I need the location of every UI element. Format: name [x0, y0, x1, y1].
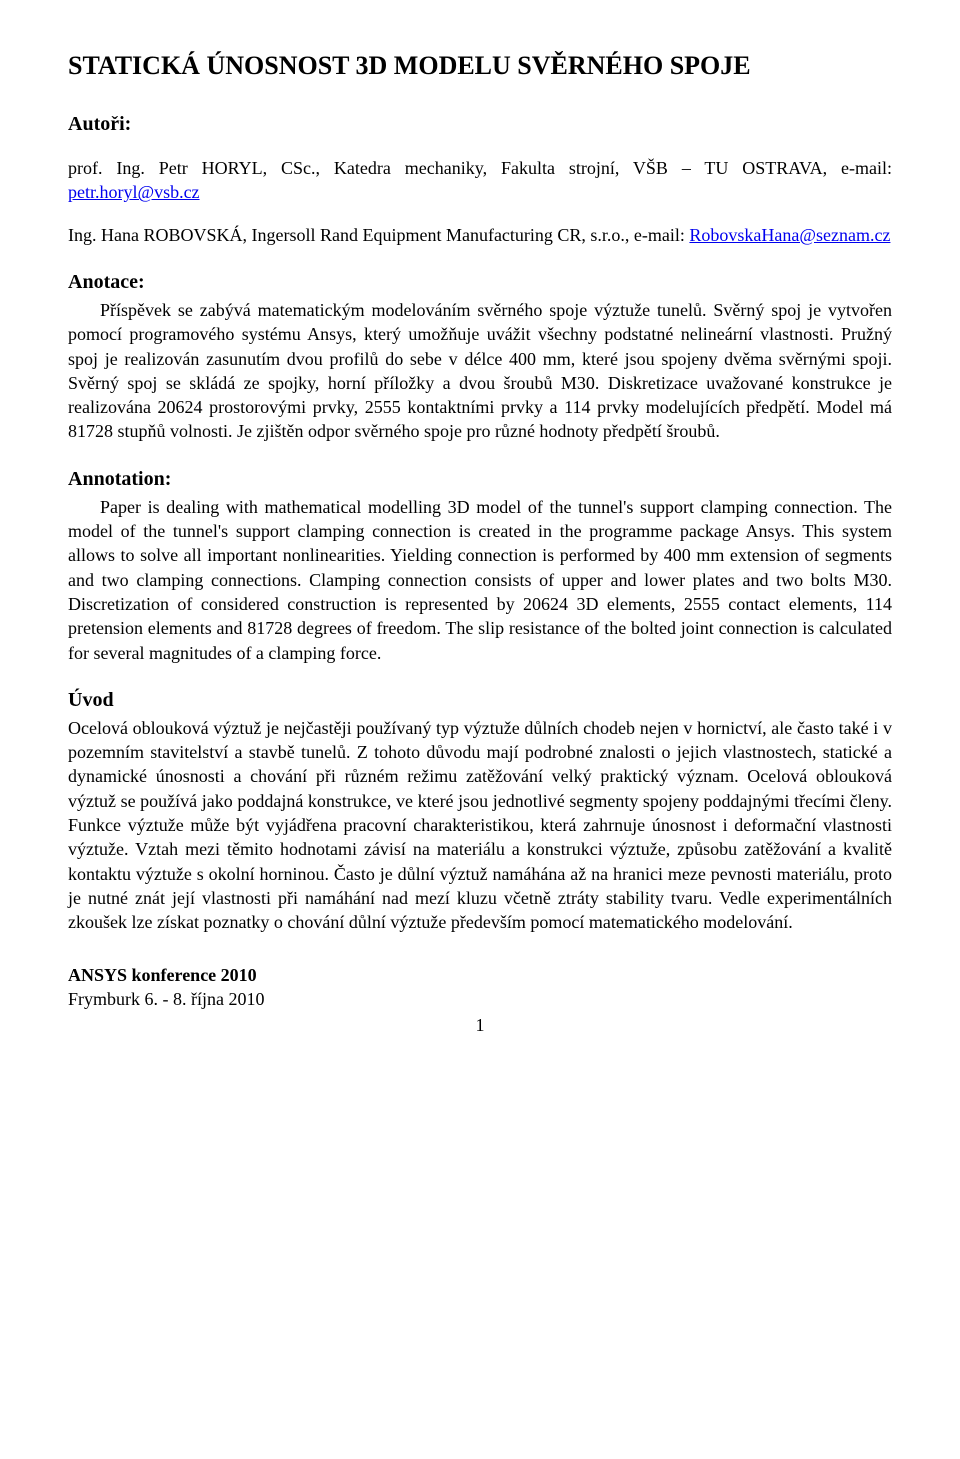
author-2: Ing. Hana ROBOVSKÁ, Ingersoll Rand Equip… [68, 223, 892, 247]
author-1-text: prof. Ing. Petr HORYL, CSc., Katedra mec… [68, 158, 892, 178]
anotace-heading: Anotace: [68, 269, 892, 296]
footer-conference: ANSYS konference 2010 [68, 963, 892, 987]
uvod-heading: Úvod [68, 687, 892, 714]
author-1-email[interactable]: petr.horyl@vsb.cz [68, 182, 200, 202]
page-number: 1 [68, 1013, 892, 1037]
author-1: prof. Ing. Petr HORYL, CSc., Katedra mec… [68, 156, 892, 205]
authors-label: Autoři: [68, 111, 892, 138]
footer-location: Frymburk 6. - 8. října 2010 [68, 987, 892, 1011]
author-2-email[interactable]: RobovskaHana@seznam.cz [689, 225, 890, 245]
author-2-text: Ing. Hana ROBOVSKÁ, Ingersoll Rand Equip… [68, 225, 689, 245]
anotace-body: Příspěvek se zabývá matematickým modelov… [68, 298, 892, 444]
document-title: STATICKÁ ÚNOSNOST 3D MODELU SVĚRNÉHO SPO… [68, 48, 892, 83]
annotation-heading: Annotation: [68, 466, 892, 493]
uvod-body: Ocelová oblouková výztuž je nejčastěji p… [68, 716, 892, 935]
annotation-body: Paper is dealing with mathematical model… [68, 495, 892, 665]
